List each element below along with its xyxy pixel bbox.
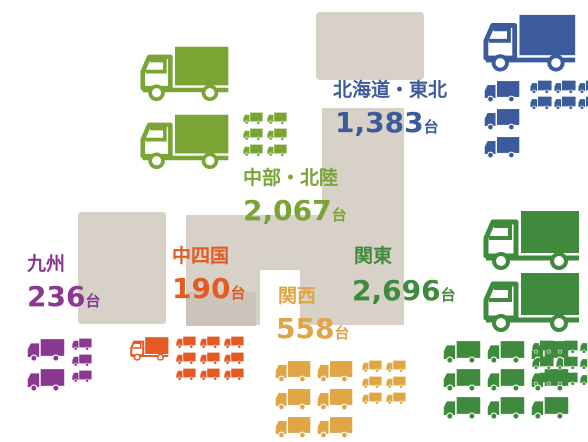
truck-icon <box>224 336 244 349</box>
truck-icon <box>386 392 406 405</box>
truck-icon <box>362 360 382 373</box>
truck-icon <box>386 376 406 389</box>
truck-icon <box>176 336 196 349</box>
region-count: 2,067台 <box>243 194 347 227</box>
count-unit: 台 <box>332 206 347 224</box>
truck-icon <box>143 115 229 167</box>
truck-icon <box>243 128 263 141</box>
truck-icon <box>484 136 520 159</box>
truck-icon <box>275 416 311 439</box>
truck-icon <box>176 368 196 381</box>
truck-icon <box>487 396 525 420</box>
truck-icon <box>487 340 525 364</box>
count-number: 190 <box>172 272 230 305</box>
region-name: 関西 <box>278 285 316 307</box>
truck-icon <box>578 96 588 110</box>
truck-icon <box>580 356 588 370</box>
truck-icon <box>317 360 353 383</box>
truck-icon <box>243 112 263 125</box>
truck-icon <box>267 112 287 125</box>
region-name: 九州 <box>26 253 65 275</box>
truck-icon <box>200 352 220 365</box>
truck-icon <box>580 340 588 354</box>
truck-icon <box>486 211 579 268</box>
truck-icon <box>72 338 92 351</box>
count-number: 2,696 <box>352 274 441 307</box>
truck-icon <box>72 354 92 367</box>
count-unit: 台 <box>230 284 245 302</box>
truck-icon <box>27 368 65 392</box>
truck-icon <box>267 144 287 157</box>
truck-icon <box>443 368 481 392</box>
region-count: 190台 <box>172 272 245 305</box>
truck-icon <box>143 47 229 99</box>
truck-icon <box>267 128 287 141</box>
truck-icon <box>275 360 311 383</box>
truck-icon <box>243 144 263 157</box>
region-count: 1,383台 <box>335 106 439 139</box>
truck-icon <box>531 396 569 420</box>
region-count: 558台 <box>276 312 349 345</box>
count-number: 558 <box>276 312 334 345</box>
truck-icon <box>200 368 220 381</box>
truck-icon <box>176 352 196 365</box>
region-name: 関東 <box>354 244 392 267</box>
count-unit: 台 <box>441 286 456 304</box>
region-name: 中四国 <box>172 244 229 267</box>
truck-icon <box>362 392 382 405</box>
count-unit: 台 <box>85 292 100 310</box>
truck-icon <box>200 336 220 349</box>
region-count: 236台 <box>27 280 100 313</box>
count-number: 2,067 <box>243 194 332 227</box>
count-number: 236 <box>27 280 85 313</box>
truck-icon <box>386 360 406 373</box>
japan-map <box>78 12 424 326</box>
truck-icon <box>317 388 353 411</box>
region-count: 2,696台 <box>352 274 456 307</box>
count-unit: 台 <box>334 324 349 342</box>
truck-icon <box>275 388 311 411</box>
truck-icon <box>362 376 382 389</box>
truck-icon <box>530 96 552 110</box>
truck-icon <box>224 352 244 365</box>
truck-icon <box>72 370 92 383</box>
truck-icon <box>486 15 575 70</box>
truck-icon <box>487 368 525 392</box>
truck-icon <box>580 372 588 386</box>
truck-icon <box>484 108 520 131</box>
truck-icon <box>554 96 576 110</box>
truck-icon <box>130 336 170 361</box>
truck-icon <box>530 80 552 94</box>
truck-icon <box>578 80 588 94</box>
truck-icon <box>443 396 481 420</box>
truck-icon <box>484 80 520 103</box>
region-name: 中部・北陸 <box>243 166 338 189</box>
truck-icon <box>554 80 576 94</box>
count-number: 1,383 <box>335 106 424 139</box>
truck-icon <box>317 416 353 439</box>
truck-icon <box>443 340 481 364</box>
count-unit: 台 <box>424 118 439 136</box>
truck-icon <box>486 273 579 330</box>
truck-icon <box>27 338 65 362</box>
region-name: 北海道・東北 <box>333 78 447 101</box>
truck-icon <box>224 368 244 381</box>
